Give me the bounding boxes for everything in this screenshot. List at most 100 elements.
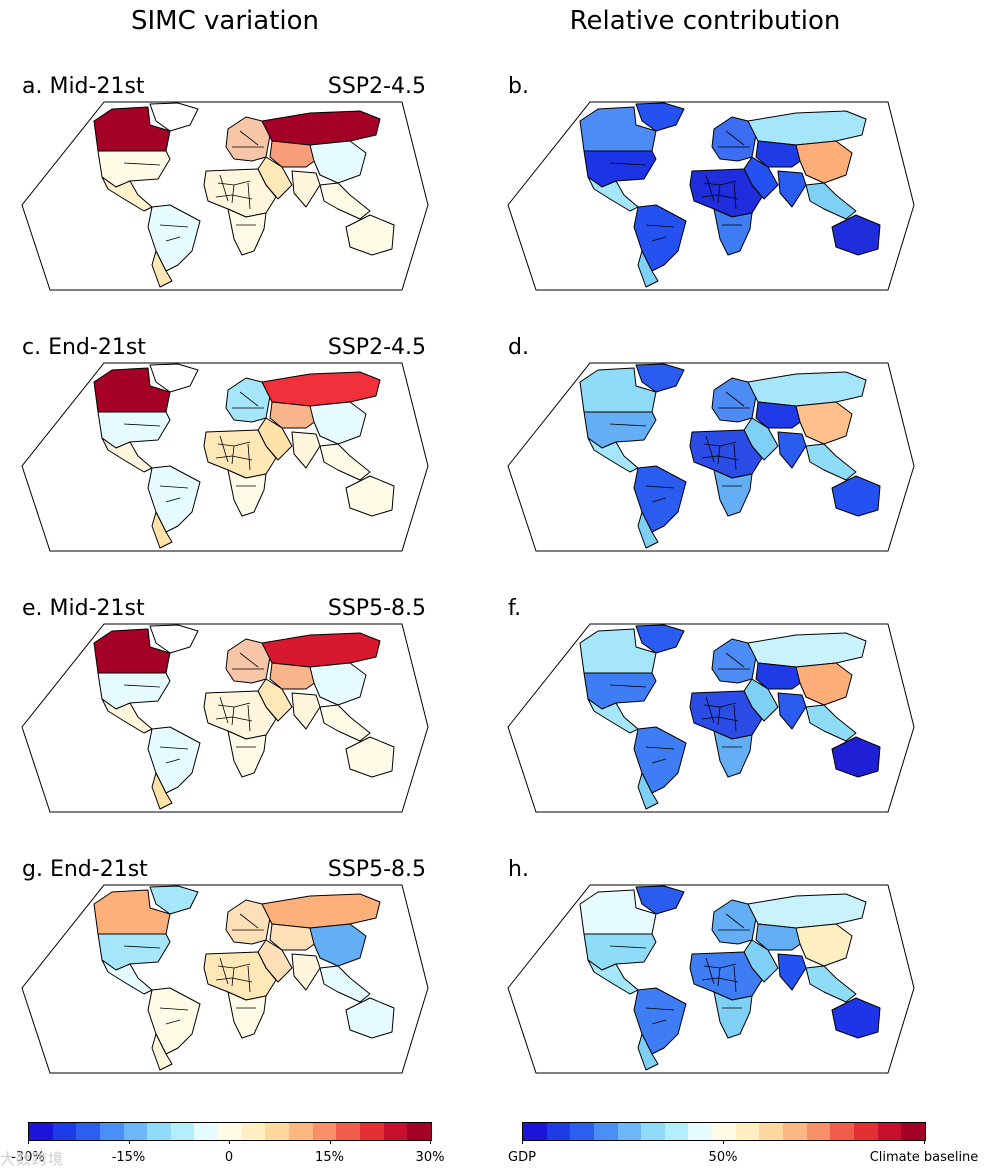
colorbar-swatch <box>523 1123 547 1140</box>
contribution-colorbar <box>522 1122 926 1141</box>
region-india <box>777 170 807 208</box>
colorbar-swatch <box>52 1123 77 1140</box>
country-border <box>165 236 181 242</box>
country-border <box>701 977 739 983</box>
colorbar-swatch <box>783 1123 807 1140</box>
colorbar-swatch <box>901 1123 925 1140</box>
country-border <box>247 704 251 732</box>
region-africa-south <box>227 469 267 517</box>
country-border <box>159 224 189 228</box>
country-border <box>609 162 647 166</box>
map-panel-a <box>21 101 429 291</box>
region-se-asia <box>319 443 371 481</box>
colorbar-swatch <box>241 1123 266 1140</box>
region-south-america <box>633 465 687 533</box>
region-africa-south <box>227 991 267 1039</box>
country-border <box>123 945 161 949</box>
panel-h-label: h. <box>508 857 529 882</box>
country-border <box>733 704 737 732</box>
region-greenland <box>149 363 199 393</box>
region-south-america <box>633 204 687 272</box>
simc-colorbar <box>28 1122 432 1141</box>
region-india <box>777 953 807 991</box>
colorbar-swatch <box>99 1123 124 1140</box>
region-india <box>777 692 807 730</box>
watermark: 大数跨境 <box>0 1150 65 1168</box>
left-column-title: SIMC variation <box>131 6 319 36</box>
region-greenland <box>149 624 199 654</box>
panel-g-label: g. End-21st <box>22 857 148 882</box>
region-india <box>291 692 321 730</box>
colorbar-tick-mark <box>430 1140 431 1144</box>
country-border <box>215 977 253 983</box>
colorbar-swatch <box>147 1123 171 1140</box>
region-china <box>795 923 853 967</box>
colorbar-tick-label: GDP <box>508 1150 536 1165</box>
region-argentina <box>637 1033 659 1071</box>
region-greenland <box>635 885 685 915</box>
country-border <box>701 194 739 200</box>
country-border <box>231 184 235 204</box>
region-india <box>291 431 321 469</box>
country-border <box>645 485 675 489</box>
country-border <box>651 497 667 503</box>
region-india <box>291 953 321 991</box>
region-se-asia <box>805 182 857 220</box>
region-greenland <box>149 885 199 915</box>
region-africa-south <box>713 469 753 517</box>
region-india <box>291 170 321 208</box>
country-border <box>725 913 745 929</box>
colorbar-swatch <box>289 1123 313 1140</box>
region-china <box>795 662 853 706</box>
country-border <box>609 423 647 427</box>
colorbar-tick-mark <box>522 1140 523 1144</box>
region-se-asia <box>805 443 857 481</box>
country-border <box>219 435 229 463</box>
region-china <box>795 401 853 445</box>
region-china <box>309 662 367 706</box>
map-panel-h <box>507 884 915 1074</box>
panel-d-label: d. <box>508 335 529 360</box>
region-argentina <box>151 772 173 810</box>
region-south-america <box>147 726 201 794</box>
colorbar-swatch <box>76 1123 100 1140</box>
country-border <box>159 1007 189 1011</box>
colorbar-swatch <box>806 1123 831 1140</box>
colorbar-swatch <box>546 1123 571 1140</box>
region-se-asia <box>319 965 371 1003</box>
country-border <box>705 435 715 463</box>
colorbar-tick-mark <box>229 1140 230 1144</box>
region-south-america <box>633 726 687 794</box>
region-africa-south <box>713 208 753 256</box>
country-border <box>701 455 739 461</box>
country-border <box>717 184 721 204</box>
country-border <box>705 957 715 985</box>
colorbar-swatch <box>830 1123 854 1140</box>
country-border <box>717 967 721 987</box>
region-greenland <box>635 363 685 393</box>
colorbar-swatch <box>407 1123 431 1140</box>
map-panel-f <box>507 623 915 813</box>
country-border <box>231 445 235 465</box>
map-panel-c <box>21 362 429 552</box>
region-australia <box>345 736 395 778</box>
colorbar-tick-mark <box>329 1140 331 1144</box>
colorbar-tick-label: 50% <box>708 1150 738 1165</box>
country-border <box>705 174 715 202</box>
region-africa-south <box>227 730 267 778</box>
colorbar-tick-mark <box>924 1140 925 1144</box>
colorbar-swatch <box>336 1123 360 1140</box>
colorbar-swatch <box>735 1123 760 1140</box>
country-border <box>725 391 745 407</box>
map-panel-e <box>21 623 429 813</box>
region-greenland <box>635 102 685 132</box>
colorbar-swatch <box>712 1123 736 1140</box>
region-china <box>795 140 853 184</box>
colorbar-swatch <box>170 1123 195 1140</box>
country-border <box>645 1007 675 1011</box>
colorbar-swatch <box>759 1123 784 1140</box>
panel-f-label: f. <box>508 596 522 621</box>
colorbar-swatch <box>359 1123 384 1140</box>
colorbar-swatch <box>593 1123 618 1140</box>
colorbar-swatch <box>123 1123 148 1140</box>
